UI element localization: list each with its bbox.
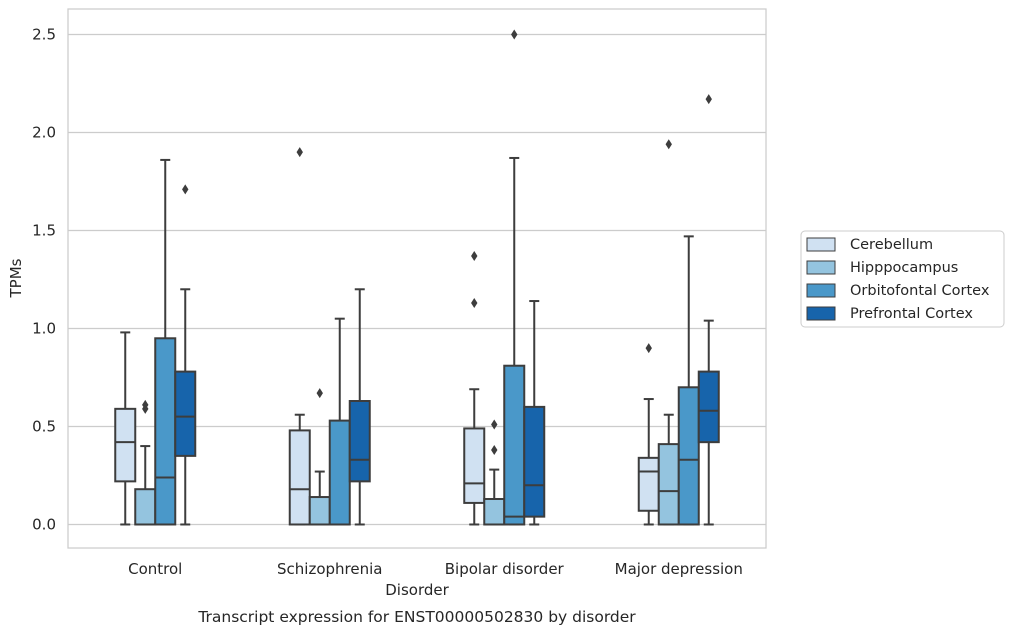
y-tick-label: 0.5	[32, 417, 56, 435]
box-0	[114, 331, 137, 526]
outlier-point	[645, 343, 652, 354]
box-iqr	[154, 337, 177, 526]
box-2	[677, 235, 700, 526]
box-iqr	[328, 419, 351, 526]
box-iqr	[697, 370, 720, 444]
legend-swatch	[806, 260, 836, 275]
box-iqr	[134, 488, 157, 526]
box-iqr	[114, 407, 137, 483]
box-3	[523, 300, 546, 526]
plot-frame	[67, 8, 767, 549]
box-iqr	[483, 498, 506, 526]
box-iqr	[308, 496, 331, 526]
y-tick-label: 0.0	[32, 515, 56, 533]
category-group	[288, 147, 371, 526]
outlier-point	[491, 419, 498, 430]
outlier-point	[705, 94, 712, 105]
box-iqr	[463, 427, 486, 504]
box-iqr	[657, 443, 680, 526]
outlier-point	[142, 399, 149, 410]
box-3	[697, 94, 720, 526]
box-1	[657, 139, 680, 526]
box-groups	[114, 29, 720, 526]
outlier-point	[665, 139, 672, 150]
box-2	[503, 29, 526, 526]
outlier-point	[316, 388, 323, 399]
legend-label: Cerebellum	[850, 237, 933, 253]
box-1	[134, 399, 157, 526]
box-iqr	[288, 429, 311, 526]
legend-frame	[800, 230, 1005, 328]
outlier-point	[511, 29, 518, 40]
legend-label: Orbitofontal Cortex	[850, 283, 990, 299]
legend: Cerebellum Hipppocampus Orbitofontal Corte…	[800, 230, 1005, 328]
category-group	[463, 29, 546, 526]
box-1	[483, 419, 506, 526]
x-tick-label: Control	[128, 560, 182, 578]
box-iqr	[523, 405, 546, 518]
x-tick-label: Bipolar disorder	[445, 560, 565, 578]
outlier-point	[471, 298, 478, 308]
category-group	[114, 158, 197, 526]
legend-swatch	[806, 237, 836, 252]
box-iqr	[637, 456, 660, 512]
box-2	[154, 158, 177, 526]
y-tick-label: 2.5	[32, 25, 56, 43]
box-0	[463, 250, 486, 526]
legend-swatch	[806, 283, 836, 298]
x-tick-label: Schizophrenia	[277, 560, 382, 578]
y-axis-label: TPMs	[7, 258, 25, 298]
y-tick-label: 2.0	[32, 123, 56, 141]
box-iqr	[348, 400, 371, 483]
outlier-point	[182, 184, 189, 195]
box-iqr	[174, 370, 197, 457]
outlier-point	[471, 250, 478, 261]
y-tick-labels: 0.0 0.5 1.0 1.5 2.0 2.5	[32, 25, 56, 533]
category-group	[637, 94, 720, 526]
box-iqr	[677, 386, 700, 526]
box-iqr	[503, 364, 526, 526]
x-tick-label: Major depression	[615, 560, 743, 578]
box-2	[328, 317, 351, 526]
outlier-point	[491, 445, 498, 455]
legend-swatch	[806, 306, 836, 321]
legend-label: Prefrontal Cortex	[850, 306, 973, 322]
box-1	[308, 388, 331, 526]
box-0	[288, 147, 311, 526]
box-3	[348, 288, 371, 526]
y-tick-label: 1.0	[32, 319, 56, 337]
legend-label: Hipppocampus	[850, 260, 958, 276]
y-tick-label: 1.5	[32, 221, 56, 239]
box-0	[637, 343, 660, 526]
box-3	[174, 184, 197, 526]
x-tick-labels: Control Schizophrenia Bipolar disorder Majo…	[128, 560, 743, 578]
x-axis-label: Disorder	[385, 581, 449, 599]
outlier-point	[296, 147, 303, 158]
chart-caption: Transcript expression for ENST0000050283…	[197, 608, 636, 626]
